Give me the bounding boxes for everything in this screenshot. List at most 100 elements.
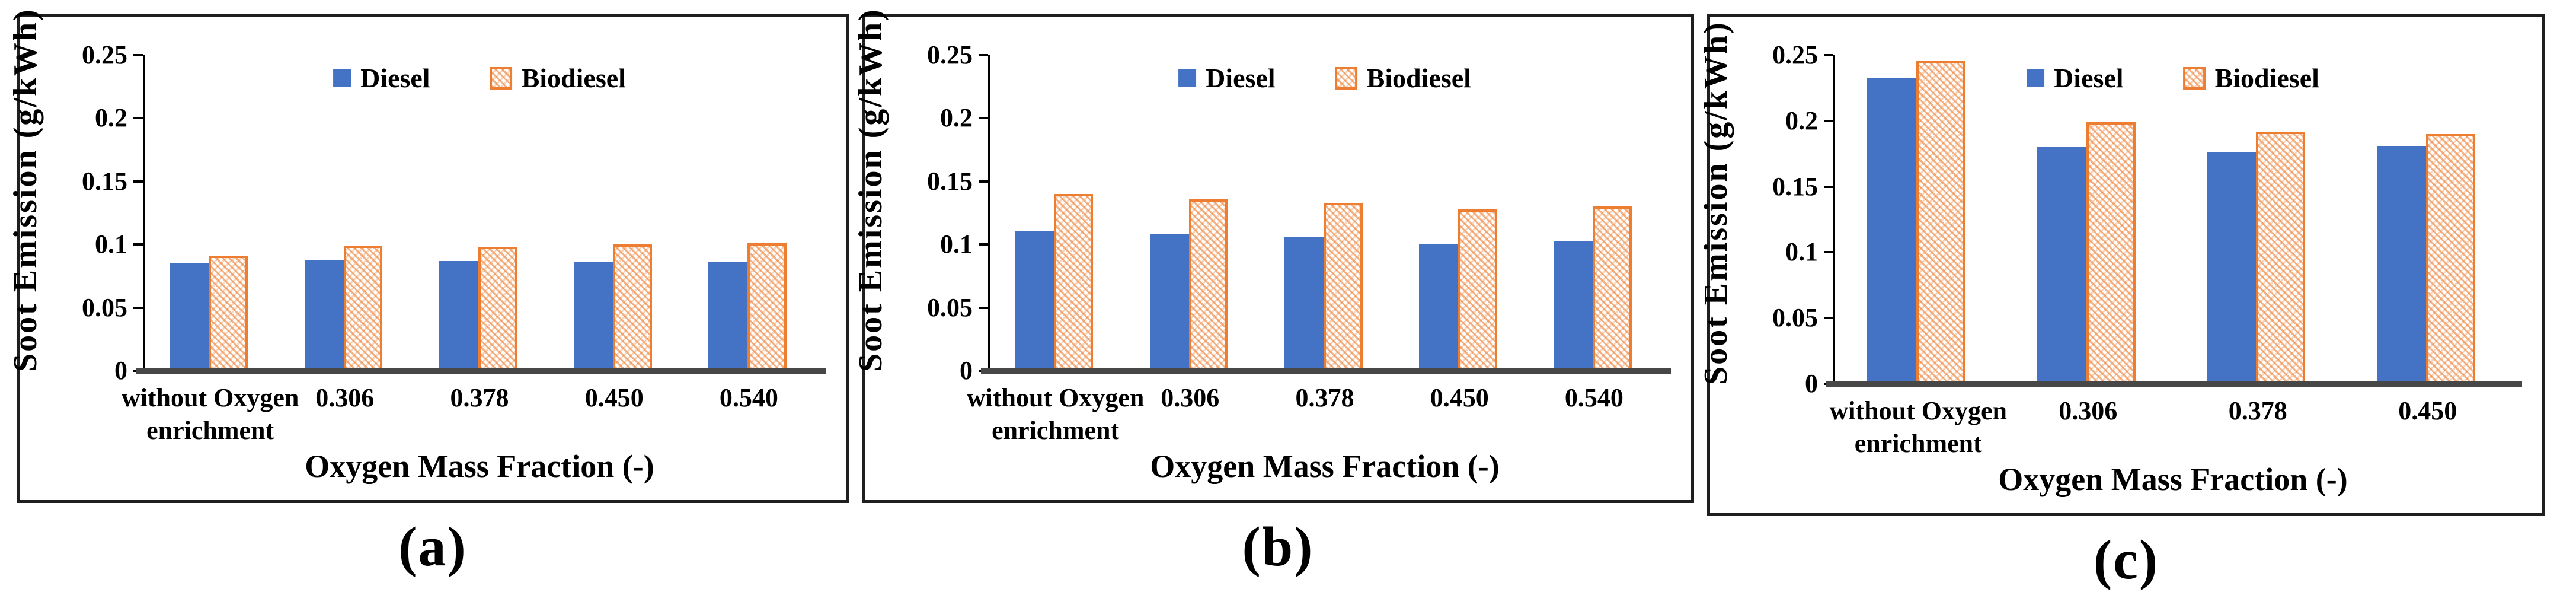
panel-caption-a: (a) [398, 516, 467, 578]
bar-diesel [1554, 240, 1593, 371]
legend-item-biodiesel: Biodiesel [2182, 63, 2319, 93]
bar-biodiesel [478, 247, 517, 371]
bar-biodiesel [747, 243, 787, 371]
bar-group: 0.306 [277, 55, 412, 412]
category-label: without Oxygen enrichment [966, 383, 1145, 445]
category-label: 0.306 [315, 383, 375, 412]
legend-swatch-diesel [2027, 69, 2045, 87]
y-tick-label: 0 [114, 356, 127, 385]
legend-label-biodiesel: Biodiesel [1366, 63, 1471, 93]
y-axis-line [988, 55, 990, 371]
y-axis-line [143, 55, 145, 371]
legend-item-biodiesel: Biodiesel [489, 63, 626, 93]
panel-wrap-c: Soot Emission (g/kWh) 0 0.05 0.1 0.15 0.2 0.25… [1698, 14, 2545, 592]
bar-biodiesel [2256, 131, 2306, 384]
y-tick-mark [1824, 185, 1833, 188]
chart-panel-a: Soot Emission (g/kWh) 0 0.05 0.1 0.15 0.2 0.25… [7, 8, 849, 503]
y-tick-mark [1824, 119, 1833, 122]
y-tick-label: 0.15 [82, 166, 127, 196]
legend-item-diesel: Diesel [1178, 65, 1276, 92]
plot-area: 0 0.05 0.1 0.15 0.2 0.25 without Oxygen enrich… [82, 42, 826, 445]
bar-group: without Oxygen enrichment [1830, 55, 2007, 458]
bar-group: 0.450 [2343, 55, 2513, 425]
y-tick-mark [1824, 251, 1833, 254]
bar-diesel [574, 262, 613, 371]
legend-label-biodiesel: Biodiesel [521, 63, 626, 93]
bar-biodiesel [1188, 199, 1228, 371]
panel-wrap-b: Soot Emission (g/kWh) 0 0.05 0.1 0.15 0.2 0.25… [852, 8, 1694, 579]
bar-biodiesel [2425, 133, 2475, 384]
legend-swatch-biodiesel [2182, 67, 2206, 90]
y-tick-label: 0.1 [940, 230, 973, 259]
x-axis-title: Oxygen Mass Fraction (-) [305, 448, 654, 484]
bar-group: 0.378 [412, 55, 546, 412]
category-label: 0.540 [719, 383, 778, 412]
y-tick-mark [1824, 54, 1833, 56]
x-axis-title: Oxygen Mass Fraction (-) [1150, 448, 1500, 484]
y-tick-label: 0.15 [1772, 171, 1818, 201]
x-axis-line [136, 368, 826, 374]
y-axis-title: Soot Emission (g/kWh) [7, 8, 44, 372]
category-label: 0.450 [584, 383, 644, 412]
bar-diesel [2207, 152, 2257, 384]
y-tick-label: 0.25 [1772, 40, 1818, 69]
bar-group: 0.540 [682, 55, 816, 412]
y-tick-label: 0 [960, 356, 973, 385]
y-tick-label: 0.05 [82, 292, 127, 322]
legend: Diesel Biodiesel [2027, 65, 2319, 92]
y-tick-mark [133, 306, 143, 309]
y-tick-label: 0.05 [927, 292, 973, 322]
x-axis-line [981, 368, 1671, 374]
y-tick-label: 0.05 [1772, 303, 1818, 333]
y-tick-label: 0.1 [95, 230, 127, 259]
plot-area: 0 0.05 0.1 0.15 0.2 0.25 without Oxygen enrich… [927, 42, 1671, 445]
legend-label-diesel: Diesel [360, 63, 430, 93]
category-label: 0.540 [1564, 383, 1623, 412]
category-label: 0.306 [2059, 396, 2118, 425]
y-tick-mark [133, 54, 143, 56]
category-label: 0.378 [2228, 396, 2287, 425]
bar-diesel [2376, 145, 2426, 384]
bar-diesel [1867, 77, 1917, 384]
bar-diesel [1149, 234, 1189, 371]
y-tick-mark [979, 243, 988, 246]
bar-biodiesel [612, 244, 652, 371]
y-axis-title: Soot Emission (g/kWh) [852, 8, 889, 372]
bar-diesel [170, 263, 209, 371]
x-axis-title: Oxygen Mass Fraction (-) [1998, 461, 2348, 497]
y-tick-label: 0.15 [927, 166, 973, 196]
y-tick-mark [979, 180, 988, 183]
legend-swatch-diesel [333, 69, 351, 87]
bar-diesel [2037, 147, 2086, 384]
category-label: 0.450 [1430, 383, 1489, 412]
y-tick-label: 0.25 [927, 40, 973, 69]
legend-label-biodiesel: Biodiesel [2214, 63, 2319, 93]
category-label: 0.450 [2398, 396, 2457, 425]
bar-biodiesel [2086, 122, 2136, 384]
bar-group: 0.540 [1527, 55, 1661, 412]
legend-item-diesel: Diesel [2027, 65, 2124, 92]
legend-item-biodiesel: Biodiesel [1334, 63, 1471, 93]
bar-diesel [304, 259, 344, 371]
bar-biodiesel [1458, 209, 1497, 371]
chart-panel-c: Soot Emission (g/kWh) 0 0.05 0.1 0.15 0.2 0.25… [1698, 14, 2545, 516]
legend-item-diesel: Diesel [333, 65, 430, 92]
plot-area: 0 0.05 0.1 0.15 0.2 0.25 without Oxygen enrich… [1772, 42, 2522, 458]
legend-swatch-biodiesel [1334, 67, 1357, 90]
y-tick-mark [133, 243, 143, 246]
y-tick-mark [133, 117, 143, 120]
y-tick-mark [979, 54, 988, 56]
y-tick-mark [979, 306, 988, 309]
bar-diesel [439, 260, 478, 371]
bar-group: without Oxygen enrichment [967, 55, 1144, 445]
category-label: 0.378 [450, 383, 509, 412]
panel-caption-b: (b) [1242, 516, 1314, 578]
legend: Diesel Biodiesel [1178, 65, 1471, 92]
panel-caption-c: (c) [2093, 529, 2159, 591]
y-tick-mark [1824, 317, 1833, 320]
y-tick-label: 0.2 [95, 103, 127, 133]
y-tick-mark [979, 117, 988, 120]
bar-diesel [1015, 230, 1054, 371]
legend-label-diesel: Diesel [1206, 63, 1276, 93]
